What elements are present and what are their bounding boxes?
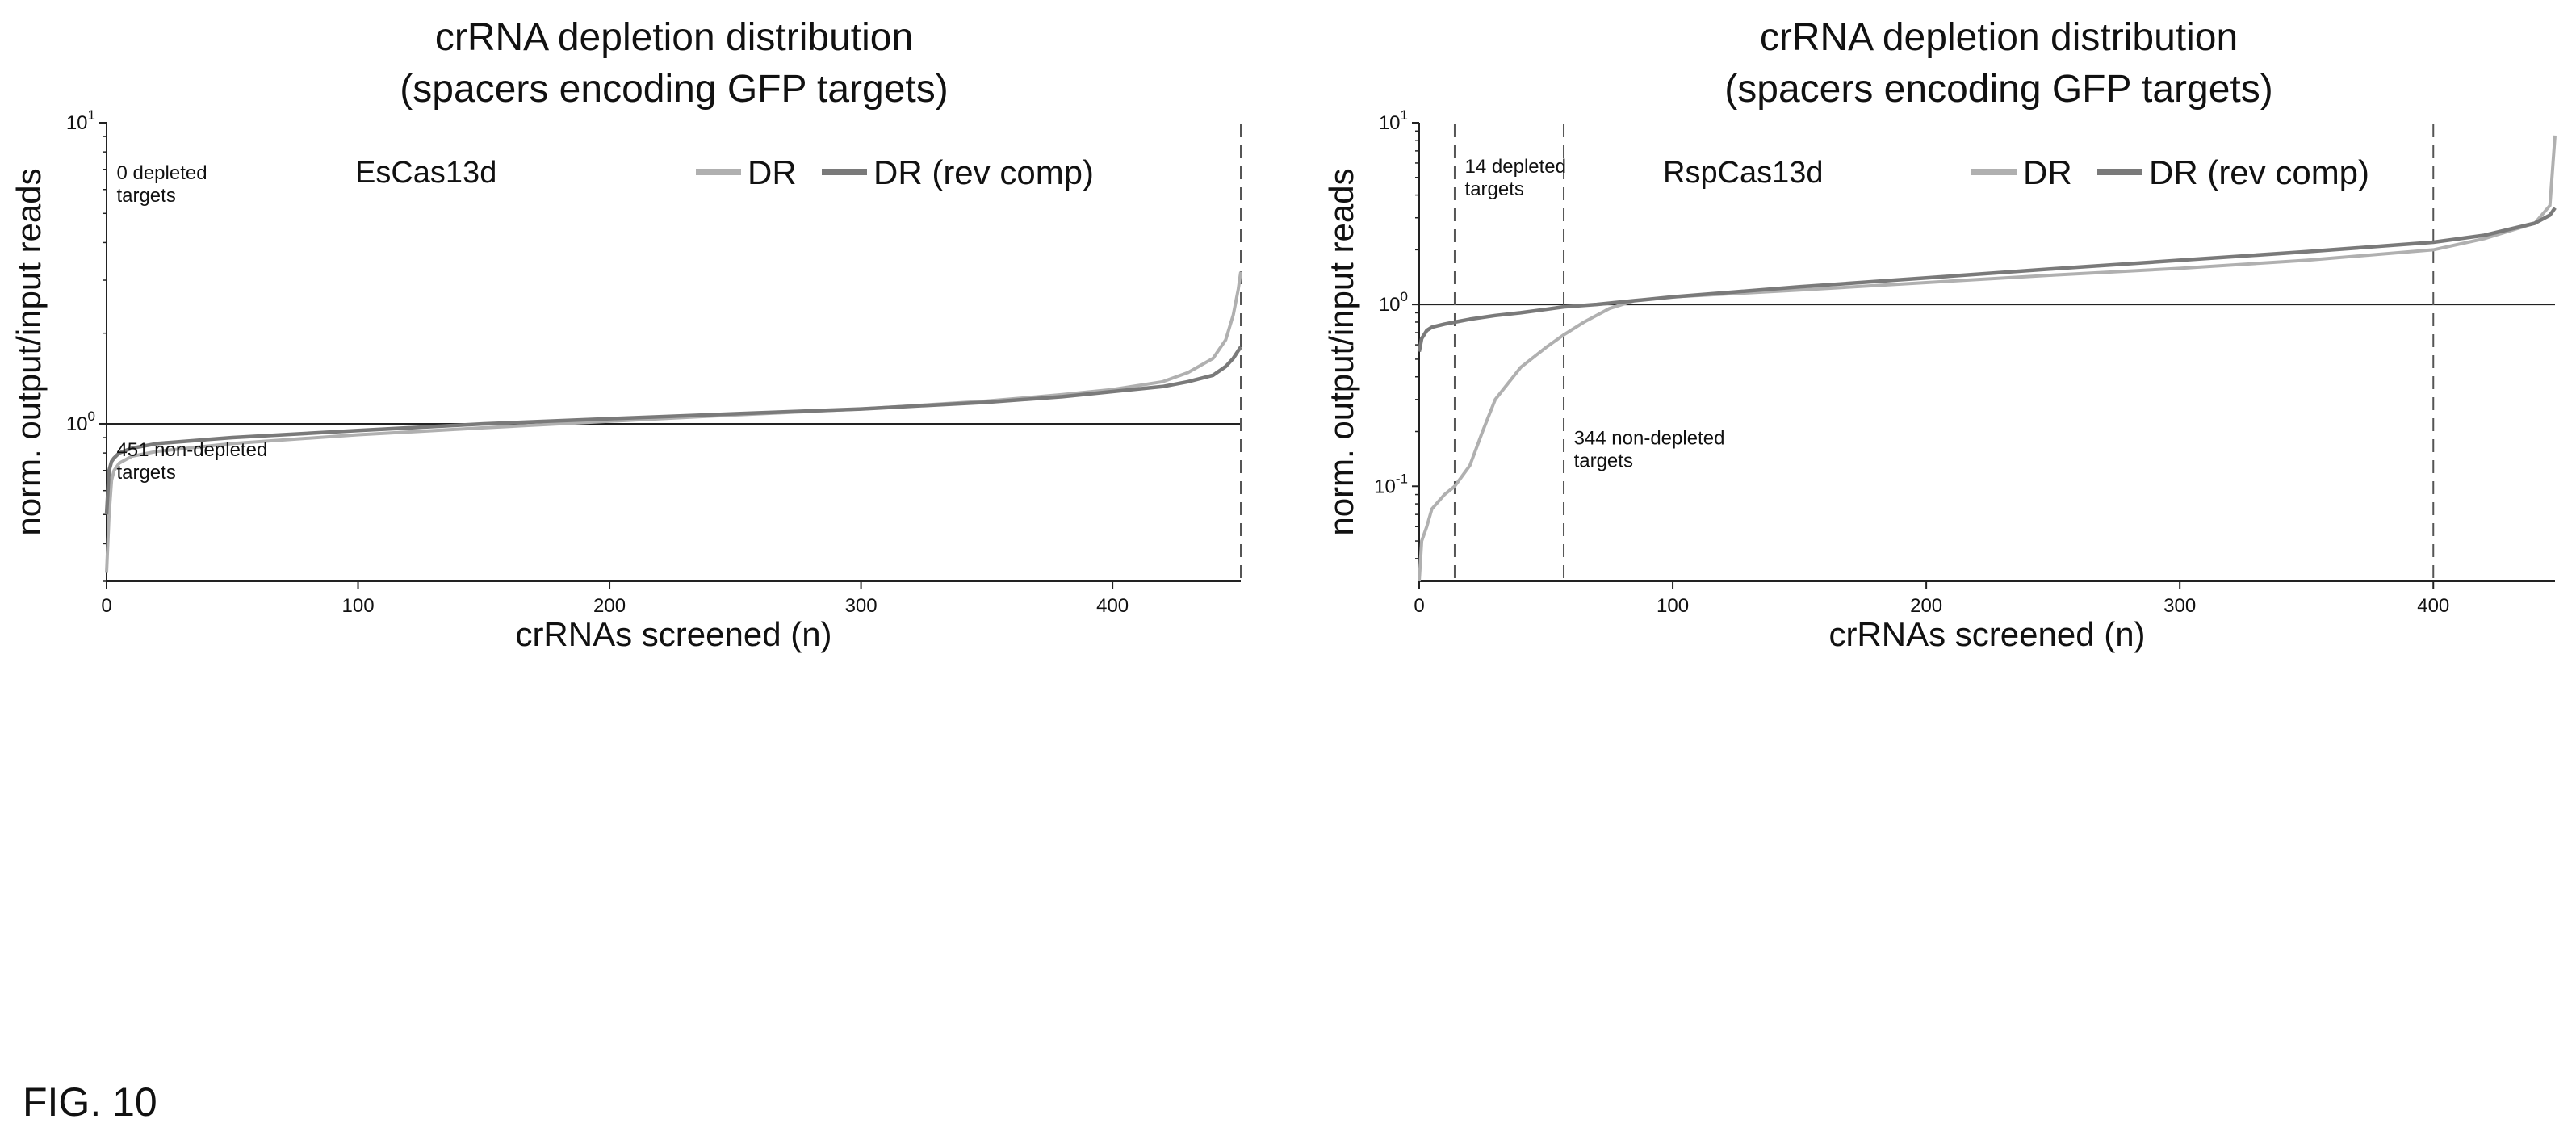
annotation-text: targets — [1574, 450, 1633, 471]
legend-entry: DR — [2023, 153, 2072, 191]
figure-label: FIG. 10 — [23, 1079, 157, 1125]
x-tick-label: 400 — [1096, 595, 1129, 617]
annotation-text: 451 non-depleted — [116, 439, 267, 461]
legend-entry: DR (rev comp) — [873, 153, 1094, 191]
panel-label: EsCas13d — [355, 156, 496, 190]
chart-panel-1: crRNA depletion distribution (spacers enc… — [10, 16, 1242, 653]
y-tick-label: 100 — [1379, 289, 1408, 316]
y-tick-label: 101 — [1379, 107, 1408, 134]
y-tick-label: 101 — [66, 107, 95, 134]
panel-label: RspCas13d — [1663, 156, 1824, 190]
chart-panel-2: crRNA depletion distribution (spacers enc… — [1322, 16, 2557, 653]
y-tick-label: 10-1 — [1374, 471, 1408, 497]
annotation-text: 344 non-depleted — [1574, 427, 1725, 449]
annotation-text: targets — [116, 185, 175, 207]
chart-subtitle: (spacers encoding GFP targets) — [400, 68, 948, 111]
legend-entry: DR (rev comp) — [2149, 153, 2369, 191]
series-line-dr — [1418, 135, 2557, 582]
chart-title: crRNA depletion distribution — [435, 16, 913, 59]
series-line-dr — [105, 271, 1242, 573]
x-tick-label: 200 — [1910, 595, 1942, 617]
annotation-text: 14 depleted — [1465, 156, 1566, 178]
y-tick-label: 100 — [66, 409, 95, 435]
x-tick-label: 300 — [2163, 595, 2196, 617]
x-axis-label: crRNAs screened (n) — [1828, 615, 2145, 653]
x-tick-label: 100 — [342, 595, 375, 617]
x-tick-label: 0 — [1414, 595, 1424, 617]
chart-subtitle: (spacers encoding GFP targets) — [1724, 68, 2272, 111]
annotation-text: targets — [1465, 178, 1524, 200]
legend-entry: DR — [748, 153, 797, 191]
y-axis-label: norm. output/input reads — [10, 168, 48, 535]
legend: DR DR (rev comp) — [696, 153, 1094, 191]
annotation-text: targets — [116, 462, 175, 484]
x-tick-label: 300 — [845, 595, 878, 617]
y-axis-label: norm. output/input reads — [1322, 168, 1360, 535]
x-tick-label: 100 — [1657, 595, 1689, 617]
annotation-text: 0 depleted — [116, 162, 207, 184]
x-tick-label: 400 — [2417, 595, 2449, 617]
chart-title: crRNA depletion distribution — [1760, 16, 2238, 59]
legend: DR DR (rev comp) — [1971, 153, 2369, 191]
x-tick-label: 200 — [593, 595, 626, 617]
series-line-dr-rev-comp — [1417, 207, 2557, 353]
x-axis-label: crRNAs screened (n) — [515, 615, 831, 653]
x-tick-label: 0 — [101, 595, 111, 617]
series-line-dr-rev-comp — [104, 346, 1242, 515]
